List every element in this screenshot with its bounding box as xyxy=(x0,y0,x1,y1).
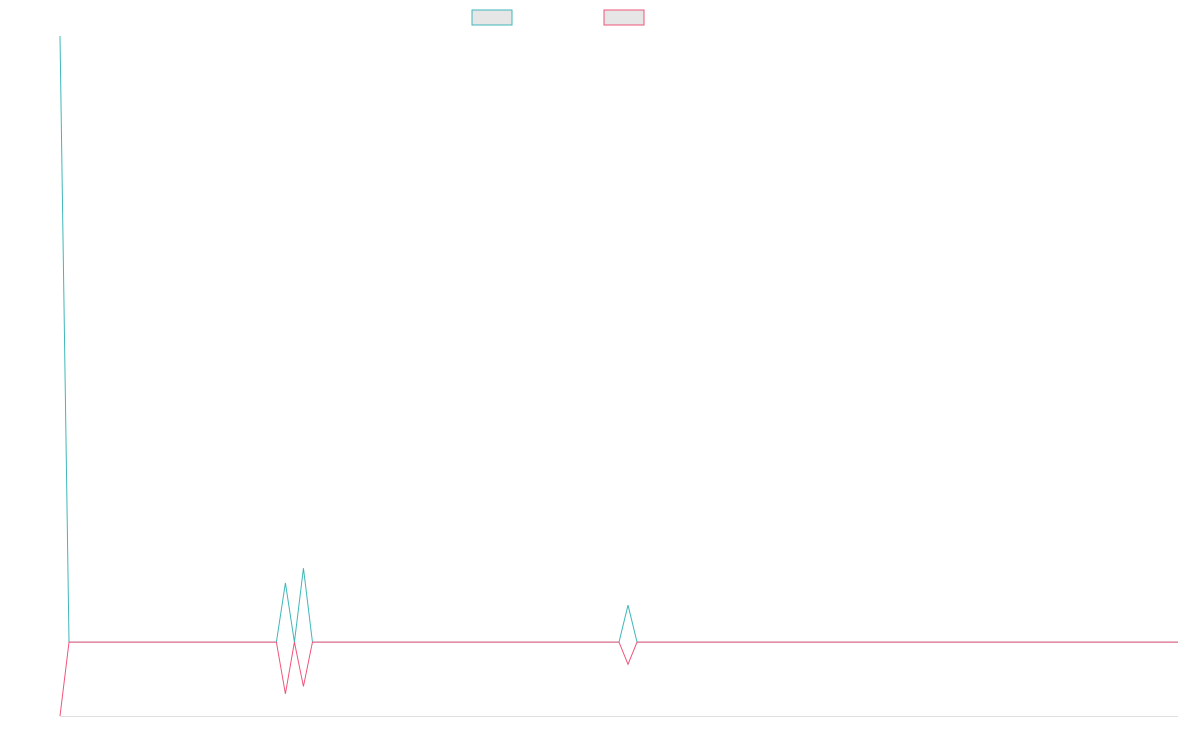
series-line-a xyxy=(59,35,1178,643)
series-line-b xyxy=(59,641,1178,717)
legend[interactable] xyxy=(471,9,645,26)
legend-swatch-series-b[interactable] xyxy=(603,9,645,26)
series-layer xyxy=(59,35,1178,717)
legend-swatch-series-a[interactable] xyxy=(471,9,513,26)
